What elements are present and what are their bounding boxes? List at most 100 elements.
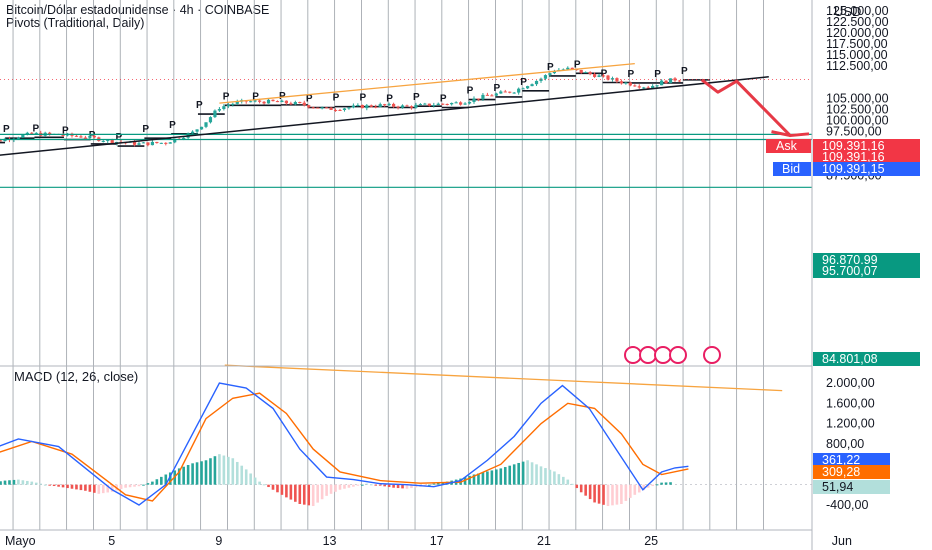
candle-body (74, 135, 79, 137)
candle-body (378, 104, 382, 107)
candle-body (164, 142, 168, 144)
histogram-bar (557, 474, 561, 485)
histogram-bar (361, 484, 364, 486)
flag-icon[interactable] (639, 346, 657, 364)
candle-body (311, 107, 315, 109)
candle-body (543, 75, 548, 79)
candle-body (83, 137, 87, 139)
time-axis-labels: Mayo 5 9 13 17 21 25 Jun (5, 534, 852, 548)
candle-body (481, 94, 485, 100)
candle-body (347, 107, 351, 109)
trend-lines (0, 62, 812, 188)
histogram-bar (12, 479, 16, 485)
resistance-trend-line[interactable] (219, 62, 635, 104)
histogram-bar (204, 460, 208, 485)
candle-body (530, 84, 534, 87)
histogram-bar (151, 481, 154, 485)
candle-body (548, 73, 552, 76)
histogram-bar (481, 472, 485, 485)
support-trend-line[interactable] (0, 76, 769, 160)
histogram-bar (383, 484, 386, 487)
histogram-bar (106, 484, 110, 493)
bid-value: 109.391,15 (822, 162, 885, 176)
level-tag-2: 95.700,07 (813, 264, 920, 278)
histogram-bar (575, 484, 579, 489)
currency-label[interactable]: USD (834, 4, 861, 19)
candle-body (320, 107, 324, 109)
histogram-bar (311, 484, 315, 507)
flag-icon[interactable] (669, 346, 687, 364)
candle-body (508, 91, 512, 93)
pivot-marker: P (413, 92, 420, 103)
candle-body (472, 98, 476, 102)
histogram-bar (271, 484, 275, 490)
candle-body (106, 139, 110, 141)
flag-icon[interactable] (703, 346, 721, 364)
time-tick: 5 (108, 534, 115, 548)
histogram-bar (168, 472, 172, 485)
histogram-bar (84, 484, 87, 491)
pivot-marker: P (333, 93, 340, 104)
candle-body (302, 102, 306, 106)
candle-body (258, 100, 262, 102)
flag-icon[interactable] (654, 346, 672, 364)
candle-body (360, 105, 364, 109)
histogram-bar (646, 484, 650, 488)
histogram-bar (253, 477, 257, 485)
histogram-bar (30, 481, 34, 485)
pivot-marker: P (3, 124, 10, 135)
histogram-bar (302, 484, 306, 505)
candle-body (333, 109, 338, 111)
flag-icon[interactable] (624, 346, 642, 364)
candle-body (110, 139, 114, 144)
forecast-arrow[interactable] (700, 78, 810, 138)
histogram-bar (218, 454, 221, 485)
histogram-bar (637, 484, 641, 493)
candle-body (365, 105, 369, 109)
histogram-bar (267, 484, 270, 488)
histogram-bar (142, 484, 145, 486)
candle-body (409, 106, 414, 108)
candle-body (231, 103, 235, 106)
candle-body (396, 106, 400, 108)
histogram-bar (155, 479, 159, 485)
histogram-bar (651, 484, 654, 487)
histogram-bar (378, 484, 382, 486)
histogram-bar (235, 461, 239, 485)
histogram-bar (606, 484, 610, 507)
candle-body (579, 69, 583, 73)
candle-body (48, 132, 52, 134)
candle-body (503, 91, 507, 93)
histogram-bar (289, 484, 293, 500)
candle-body (459, 102, 463, 105)
candle-body (628, 82, 632, 86)
histogram-bar (664, 482, 668, 485)
economic-events-icons[interactable] (624, 346, 721, 364)
histogram-bar (593, 484, 596, 503)
macd-trend-line[interactable] (224, 364, 783, 392)
histogram-bar (615, 484, 619, 505)
histogram-bar (535, 464, 538, 485)
candle-body (467, 101, 472, 104)
level-tag-1: 96.870,99 (813, 253, 920, 267)
price-tick: 112.500,00 (826, 59, 888, 73)
candle-body (316, 107, 320, 109)
histogram-bar (186, 465, 190, 485)
histogram-bar (387, 484, 391, 488)
candle-body (606, 75, 610, 80)
forecast-arrowhead[interactable] (771, 130, 791, 138)
histogram-bar (517, 462, 520, 485)
candle-body (624, 82, 628, 84)
histogram-bar (97, 484, 101, 494)
histogram-bar (334, 484, 337, 492)
histogram-bar (70, 484, 74, 489)
histogram-bar (477, 473, 480, 485)
candle-body (485, 94, 489, 96)
level3-value: 84.801,08 (822, 352, 878, 366)
histogram-bar (110, 484, 114, 492)
candle-body (280, 100, 284, 103)
histogram-bar (119, 484, 123, 490)
candle-body (593, 74, 597, 77)
candle-body (150, 141, 154, 146)
